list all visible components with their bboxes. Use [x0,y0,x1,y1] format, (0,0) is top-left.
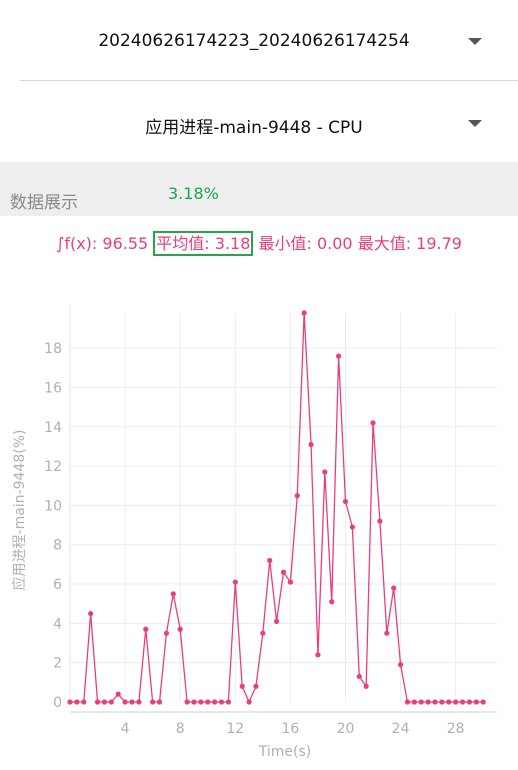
data-point [425,699,431,705]
data-point [287,579,293,585]
session-dropdown[interactable]: 20240626174223_20240626174254 [20,0,518,80]
data-point [349,524,355,530]
data-point [397,662,404,668]
data-point [404,699,411,705]
data-point [280,569,287,575]
metric-dropdown-value: 应用进程-main-9448 - CPU [145,118,363,138]
data-point [74,699,80,705]
series-line [70,312,484,703]
data-point [370,420,376,426]
data-point [377,518,383,524]
stat-min: 最小值: 0.00 [258,234,353,253]
chevron-down-icon [468,120,482,127]
data-point [253,683,259,689]
y-tick-label: 4 [53,616,62,632]
data-point [163,630,170,636]
y-tick-label: 16 [44,380,62,396]
data-point [384,630,390,636]
x-tick-label: 20 [337,721,355,737]
metric-dropdown[interactable]: 应用进程-main-9448 - CPU [20,81,518,161]
data-point [439,699,445,705]
x-tick-label: 24 [392,721,410,737]
x-tick-label: 16 [281,721,299,737]
data-point [315,652,321,658]
x-tick-label: 4 [121,721,130,737]
data-point [198,699,204,705]
data-point [81,699,87,705]
data-point [246,699,252,705]
data-point [308,441,314,448]
y-axis-title: 应用进程-main-9448(%) [11,430,28,591]
data-point [260,630,266,636]
data-point [473,699,479,705]
data-point [136,699,142,705]
data-point [170,591,176,597]
data-point [150,699,156,705]
stat-max: 最大值: 19.79 [357,234,462,253]
y-tick-label: 14 [44,420,62,436]
data-point [274,618,280,625]
x-axis-title: Time(s) [258,744,311,760]
data-point [453,699,459,705]
chevron-down-icon [468,38,482,45]
x-tick-label: 12 [226,721,244,737]
data-point [356,673,362,680]
data-point [101,699,108,705]
data-point [329,599,335,605]
y-tick-label: 10 [44,498,62,514]
y-tick-label: 0 [53,695,62,711]
stat-integral: ∫f(x): 96.55 [56,234,149,253]
data-point [342,498,349,505]
y-tick-label: 2 [53,656,62,672]
y-tick-label: 8 [53,538,62,554]
divider [20,80,518,81]
stat-average: 平均值: 3.18 [153,231,254,256]
data-point [411,699,417,705]
data-point [129,699,135,705]
data-point [225,699,232,705]
data-point [122,699,128,705]
section-header: 数据展示 3.18% [0,162,518,216]
data-point [294,493,300,499]
x-tick-label: 8 [176,721,185,737]
section-label: 数据展示 [10,193,78,213]
data-point [322,469,328,475]
y-tick-label: 12 [44,459,62,475]
data-point [232,579,238,585]
data-point [218,699,225,705]
data-point [363,683,369,689]
data-point [446,699,452,705]
data-point [191,699,197,705]
data-point [184,699,190,705]
data-point [432,699,438,705]
data-point [156,699,163,705]
stats-line: ∫f(x): 96.55 平均值: 3.18 最小值: 0.00 最大值: 19… [0,230,518,256]
y-tick-label: 6 [53,577,62,593]
data-point [480,699,486,705]
data-point [88,610,94,617]
session-dropdown-value: 20240626174223_20240626174254 [98,31,410,51]
data-point [143,626,149,632]
data-point [239,683,245,689]
data-point [212,699,218,705]
section-value: 3.18% [168,184,219,203]
data-point [391,585,397,591]
data-point [205,699,211,705]
y-tick-label: 18 [44,341,62,357]
data-point [301,310,307,316]
data-point [459,699,466,705]
x-tick-label: 28 [447,721,465,737]
data-point [267,557,273,564]
data-point [466,699,473,705]
data-point [177,626,183,632]
data-point [94,699,101,705]
data-point [115,691,121,697]
data-point [418,699,424,705]
data-point [67,699,73,705]
data-point [335,353,342,359]
data-point [108,699,114,705]
